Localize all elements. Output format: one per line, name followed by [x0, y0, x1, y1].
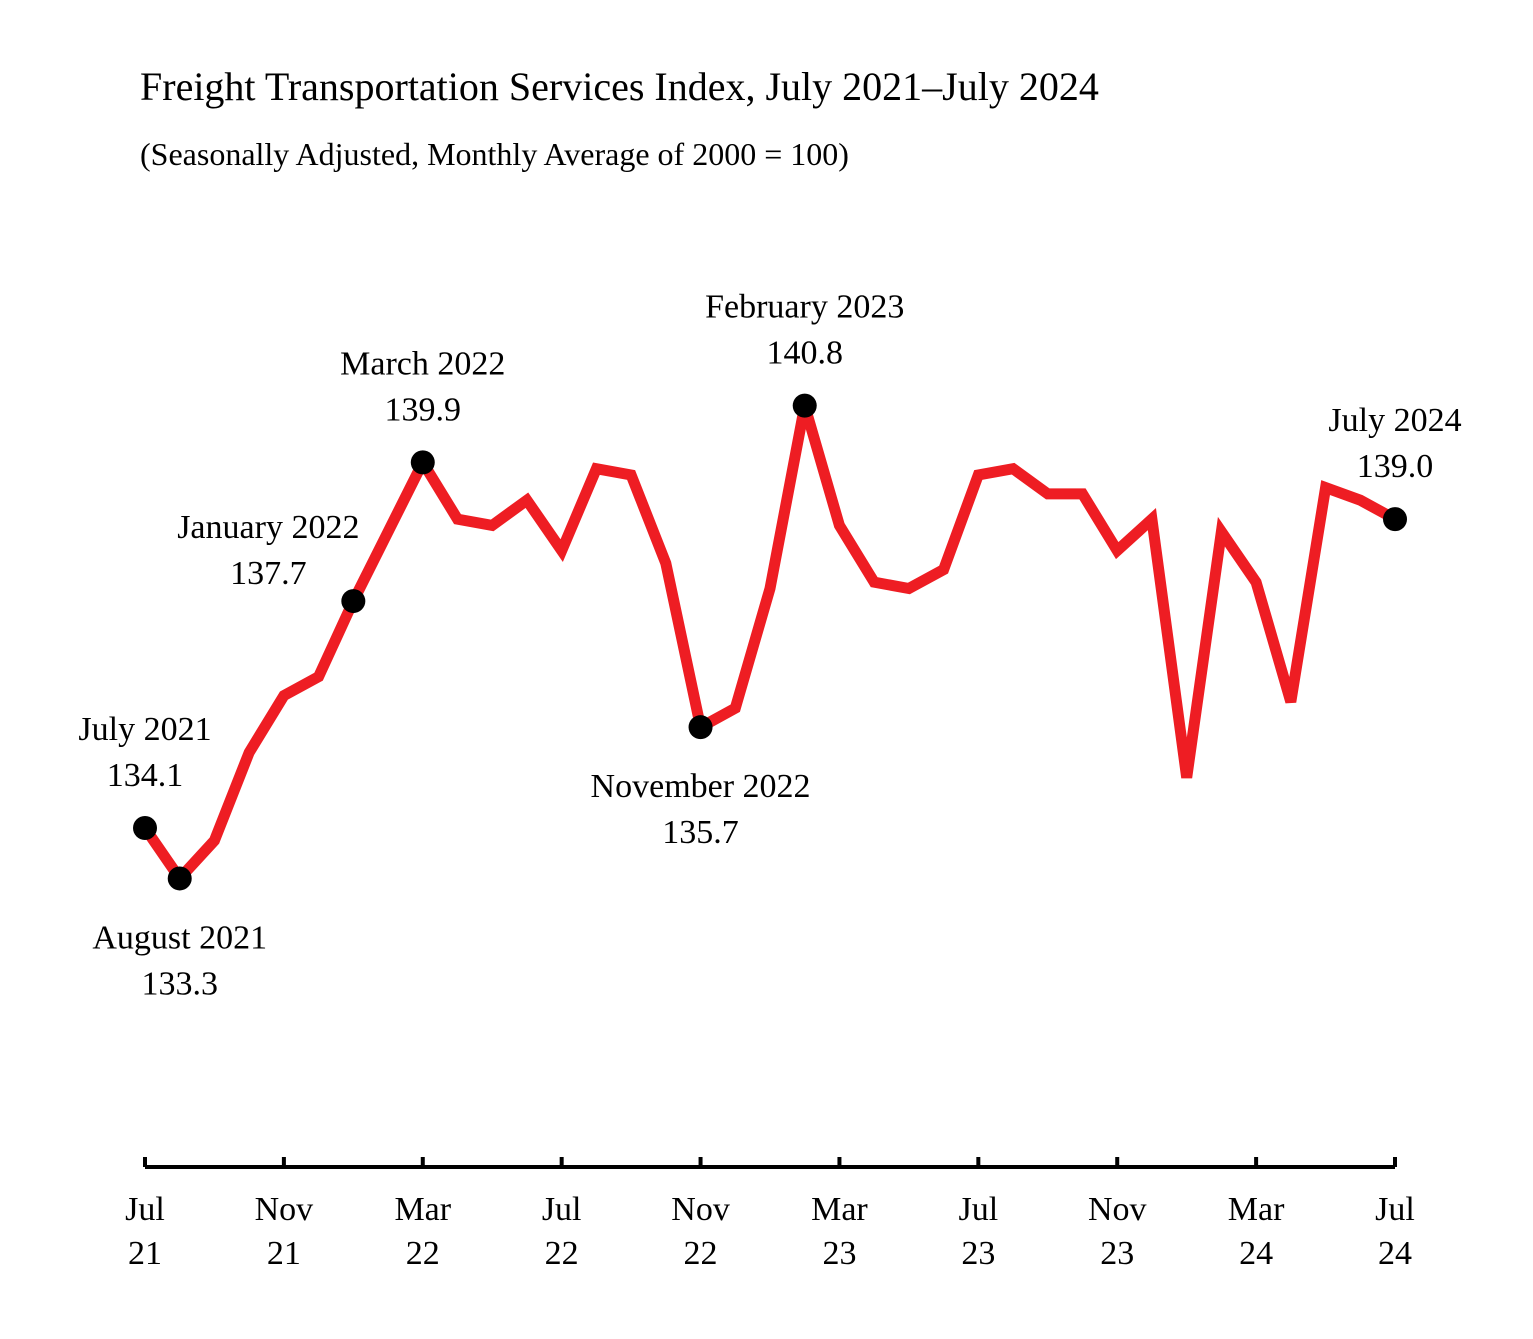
x-axis: Jul 21 Nov 21 Mar 22 Jul 22 Nov 22 Mar 23 Jul 23 Nov 23… — [125, 1157, 1415, 1272]
annotation-label: February 2023 — [705, 289, 904, 326]
x-tick-label: Mar 22 — [394, 1191, 451, 1272]
x-tick-label-month: Jul — [958, 1191, 998, 1228]
x-tick-label-month: Jul — [542, 1191, 582, 1228]
highlight-marker — [167, 866, 192, 891]
x-tick-label-year: 24 — [1378, 1235, 1412, 1272]
annotation: January 2022 137.7 — [177, 509, 359, 592]
annotation-label: August 2021 — [92, 919, 267, 956]
highlight-markers — [133, 393, 1407, 891]
annotation: July 2021 134.1 — [78, 711, 211, 794]
x-tick-label: Nov 22 — [671, 1191, 730, 1272]
series-line — [140, 404, 1398, 888]
highlight-marker — [133, 816, 157, 841]
annotation-label: July 2024 — [1328, 402, 1461, 439]
annotation-label: March 2022 — [340, 345, 505, 382]
x-tick-label-month: Mar — [394, 1191, 451, 1228]
x-tick-label-year: 23 — [1100, 1235, 1134, 1272]
highlight-marker — [792, 393, 817, 418]
annotation-value: 139.9 — [385, 391, 462, 428]
annotation-value: 139.0 — [1357, 448, 1434, 485]
x-tick-label-year: 21 — [128, 1235, 162, 1272]
x-tick-label-year: 24 — [1239, 1235, 1273, 1272]
annotation-label: July 2021 — [78, 711, 211, 748]
x-tick-label-year: 22 — [684, 1235, 718, 1272]
annotation: March 2022 139.9 — [340, 345, 505, 428]
x-tick-label-year: 21 — [267, 1235, 301, 1272]
chart-title: Freight Transportation Services Index, J… — [140, 64, 1099, 109]
annotation: February 2023 140.8 — [705, 289, 904, 372]
annotation-value: 133.3 — [141, 965, 218, 1002]
x-tick-label-month: Nov — [255, 1191, 314, 1228]
x-tick-label-month: Nov — [671, 1191, 730, 1228]
annotations: July 2021 134.1 August 2021 133.3 January 20… — [78, 289, 1461, 1003]
x-tick-label-year: 22 — [545, 1235, 579, 1272]
x-tick-label-month: Nov — [1088, 1191, 1147, 1228]
annotation-value: 137.7 — [230, 555, 307, 592]
annotation: July 2024 139.0 — [1328, 402, 1461, 485]
x-tick-label: Mar 24 — [1228, 1191, 1285, 1272]
annotation-label: January 2022 — [177, 509, 359, 546]
x-tick-label-month: Jul — [1375, 1191, 1415, 1228]
highlight-marker — [341, 589, 366, 614]
annotation-value: 134.1 — [107, 757, 184, 794]
x-tick-label-year: 23 — [961, 1235, 995, 1272]
annotation: November 2022 135.7 — [591, 768, 811, 851]
x-tick-label: Jul 23 — [958, 1191, 998, 1272]
x-tick-label-month: Mar — [1228, 1191, 1285, 1228]
x-tick-label-month: Jul — [125, 1191, 165, 1228]
x-tick-label-year: 22 — [406, 1235, 440, 1272]
x-tick-label: Jul 21 — [125, 1191, 165, 1272]
x-tick-label: Jul 24 — [1375, 1191, 1415, 1272]
x-tick-label-month: Mar — [811, 1191, 868, 1228]
series-group — [140, 404, 1398, 888]
x-tick-label: Nov 21 — [255, 1191, 314, 1272]
annotation-value: 140.8 — [766, 335, 843, 372]
x-tick-label-year: 23 — [822, 1235, 856, 1272]
x-tick-label: Jul 22 — [542, 1191, 582, 1272]
highlight-marker — [1383, 507, 1407, 532]
x-tick-label: Nov 23 — [1088, 1191, 1147, 1272]
highlight-marker — [688, 715, 713, 740]
annotation-value: 135.7 — [662, 814, 739, 851]
highlight-marker — [410, 450, 435, 475]
annotation-label: November 2022 — [591, 768, 811, 805]
chart-subtitle: (Seasonally Adjusted, Monthly Average of… — [140, 136, 849, 172]
annotation: August 2021 133.3 — [92, 919, 267, 1002]
x-tick-label: Mar 23 — [811, 1191, 868, 1272]
